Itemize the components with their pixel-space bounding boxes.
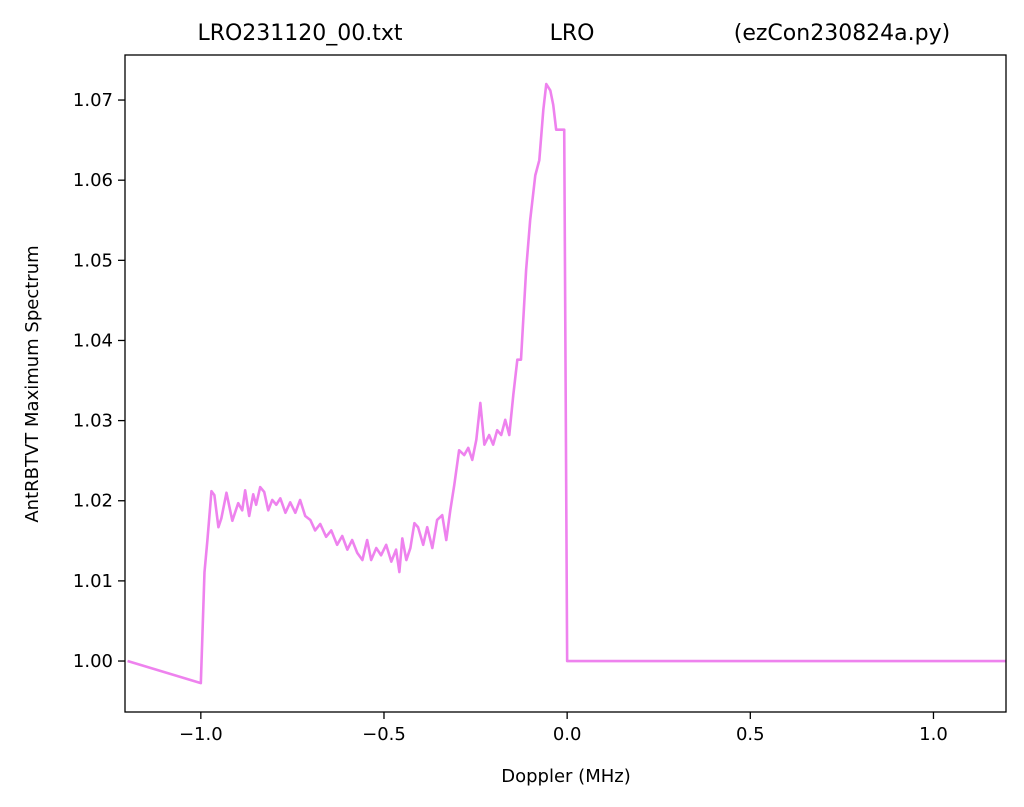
y-tick-label: 1.02 bbox=[73, 491, 113, 512]
chart-title: (ezCon230824a.py) bbox=[734, 21, 950, 46]
x-axis-label: Doppler (MHz) bbox=[501, 766, 630, 787]
x-tick-label: −1.0 bbox=[179, 724, 223, 745]
plot-frame bbox=[124, 54, 1007, 713]
y-tick-label: 1.07 bbox=[73, 90, 113, 111]
y-tick-label: 1.06 bbox=[73, 170, 113, 191]
y-tick-label: 1.04 bbox=[73, 330, 113, 351]
x-tick-label: 0.5 bbox=[736, 724, 765, 745]
chart-title: LRO bbox=[550, 21, 595, 46]
y-axis-label: AntRBTVT Maximum Spectrum bbox=[22, 245, 43, 522]
x-tick-label: −0.5 bbox=[362, 724, 406, 745]
x-tick-label: 0.0 bbox=[553, 724, 582, 745]
chart-title: LRO231120_00.txt bbox=[197, 21, 402, 46]
data-line bbox=[127, 82, 1006, 685]
y-tick-label: 1.01 bbox=[73, 571, 113, 592]
y-tick-label: 1.00 bbox=[73, 651, 113, 672]
x-tick-label: 1.0 bbox=[919, 724, 948, 745]
y-tick-label: 1.05 bbox=[73, 250, 113, 271]
y-tick-label: 1.03 bbox=[73, 411, 113, 432]
